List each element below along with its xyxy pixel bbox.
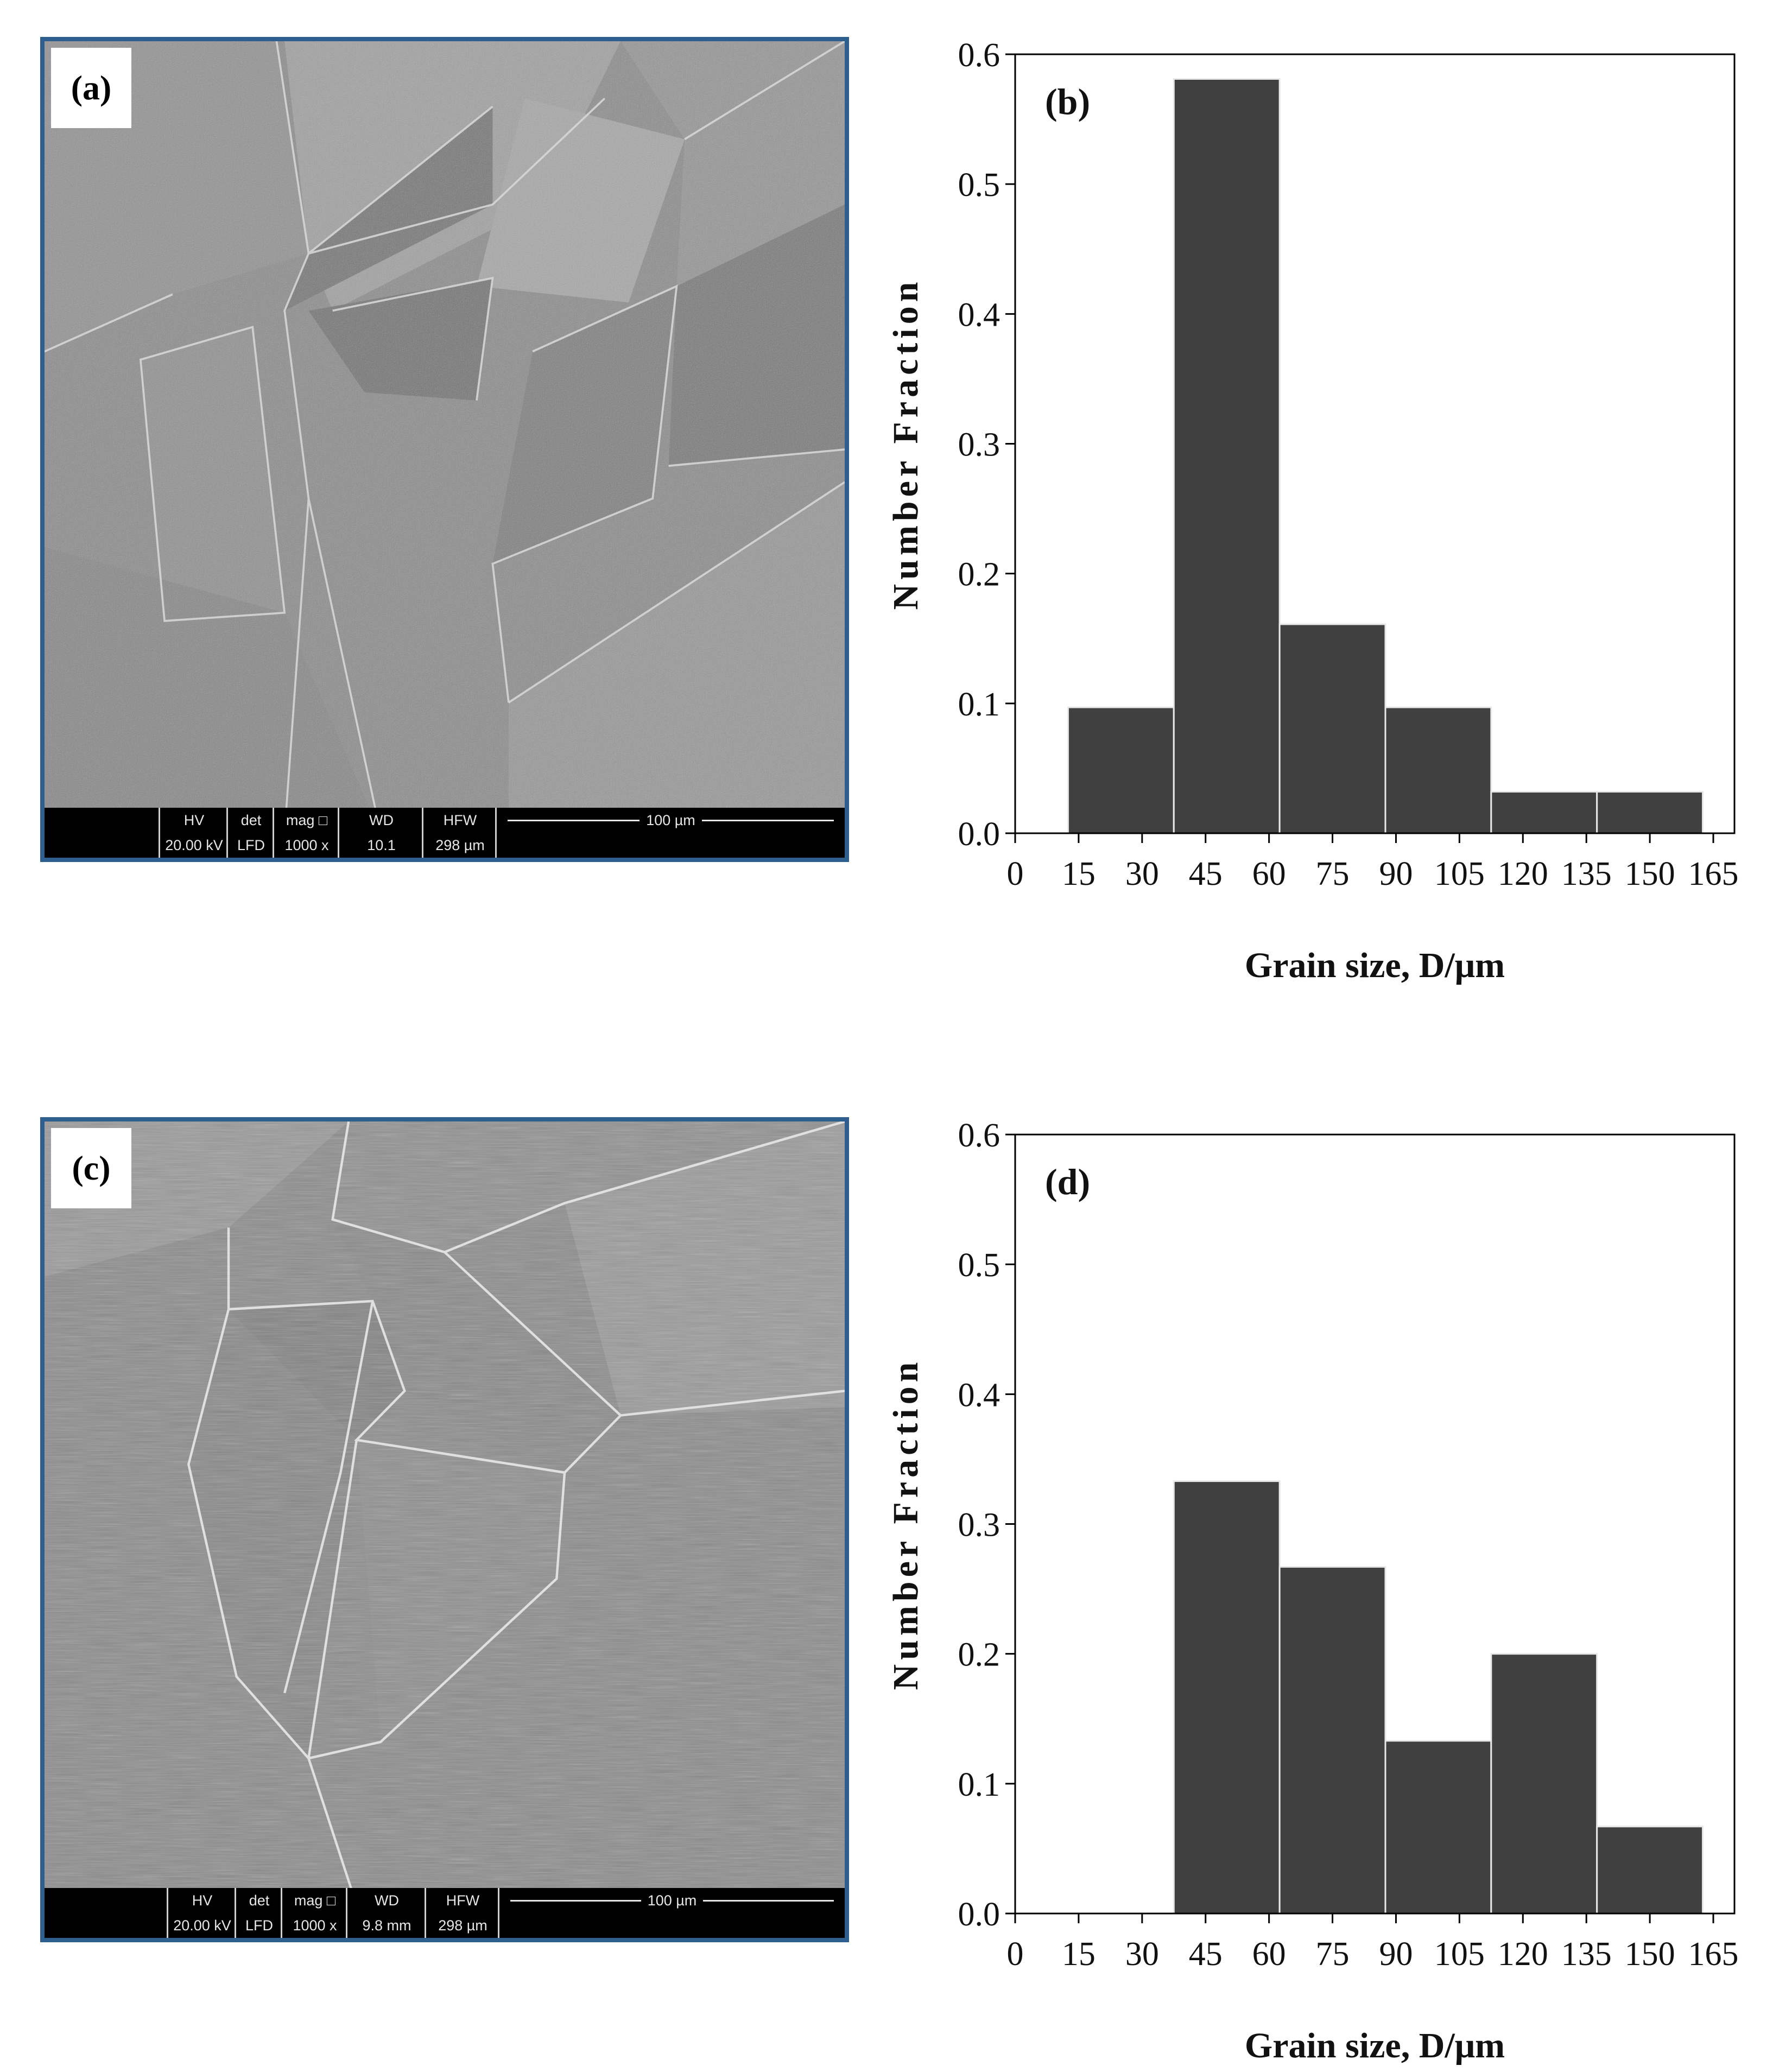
histogram-b: 0.0 0.1 0.2 0.3 0.4 0.5 0.6 0 15 30 45 60 75 90 105 120… <box>886 37 1739 985</box>
x-axis-label: Grain size, D/μm <box>1245 946 1505 985</box>
x-tick-label: 120 <box>1498 1936 1548 1973</box>
sem-image-c <box>45 1121 845 1938</box>
x-tick-label: 15 <box>1062 1936 1096 1973</box>
panel-label: (d) <box>1045 1161 1090 1202</box>
y-tick-label: 0.4 <box>958 296 1001 333</box>
x-tick-label: 30 <box>1125 856 1159 892</box>
x-tick-label: 45 <box>1189 856 1223 892</box>
y-axis-label: Number Fraction <box>886 1358 926 1690</box>
y-tick-label: 0.3 <box>958 427 1001 464</box>
y-tick-label: 0.0 <box>958 816 1001 853</box>
histogram-bar <box>1278 623 1386 834</box>
y-tick-label: 0.6 <box>958 37 1001 74</box>
x-tick-label: 75 <box>1316 1936 1350 1973</box>
x-tick-label: 165 <box>1688 856 1739 892</box>
y-axis-label: Number Fraction <box>886 278 926 610</box>
histogram-bar <box>1384 706 1492 834</box>
databar-det: det LFD <box>226 808 274 858</box>
x-tick-label: 30 <box>1125 1936 1159 1973</box>
y-tick-label: 0.1 <box>958 686 1001 723</box>
databar-mag: mag □ 1000 x <box>273 808 339 858</box>
x-tick-label: 150 <box>1625 1936 1675 1973</box>
sem-databar-a: HV 20.00 kV det LFD mag □ 1000 x WD 10.1 HFW… <box>45 808 845 858</box>
x-tick-label: 150 <box>1625 856 1675 892</box>
databar-wd: WD 9.8 mm <box>346 1888 426 1938</box>
x-tick-label: 90 <box>1379 1936 1413 1973</box>
databar-hv: HV 20.00 kV <box>167 1888 236 1938</box>
sem-databar-c: HV 20.00 kV det LFD mag □ 1000 x WD 9.8 mm H… <box>45 1888 845 1938</box>
databar-mag: mag □ 1000 x <box>281 1888 347 1938</box>
panel-label-c: (c) <box>51 1128 131 1208</box>
databar-hfw: HFW 298 µm <box>422 808 497 858</box>
histogram-bar <box>1490 1653 1598 1915</box>
databar-wd: WD 10.1 <box>338 808 423 858</box>
x-tick-label: 0 <box>1007 856 1024 892</box>
x-tick-label: 60 <box>1252 856 1286 892</box>
histogram-bar <box>1490 790 1598 834</box>
y-tick-label: 0.5 <box>958 1247 1001 1284</box>
x-tick-label: 105 <box>1434 856 1485 892</box>
databar-hfw: HFW 298 µm <box>425 1888 499 1938</box>
x-tick-label: 90 <box>1379 856 1413 892</box>
panel-label: (b) <box>1045 81 1090 122</box>
histogram-bar <box>1278 1566 1386 1915</box>
x-tick-label: 15 <box>1062 856 1096 892</box>
y-tick-label: 0.5 <box>958 167 1001 204</box>
x-tick-label: 0 <box>1007 1936 1024 1973</box>
y-tick-label: 0.0 <box>958 1896 1001 1933</box>
y-tick-label: 0.2 <box>958 556 1001 593</box>
panel-label-a: (a) <box>51 48 131 128</box>
histogram-bar <box>1384 1740 1492 1915</box>
y-tick-label: 0.6 <box>958 1117 1001 1154</box>
x-axis-label: Grain size, D/μm <box>1245 2026 1505 2065</box>
y-tick-label: 0.2 <box>958 1637 1001 1674</box>
databar-hv: HV 20.00 kV <box>159 808 228 858</box>
databar-det: det LFD <box>235 1888 282 1938</box>
x-tick-label: 105 <box>1434 1936 1485 1973</box>
sem-micrograph-c: (c) HV 20.00 kV det LFD mag □ 1000 x WD 9.8 … <box>40 1117 849 1942</box>
sem-micrograph-a: (a) HV 20.00 kV det LFD mag □ 1000 x WD 10.1… <box>40 37 849 862</box>
x-tick-label: 120 <box>1498 856 1548 892</box>
x-tick-label: 60 <box>1252 1936 1286 1973</box>
scale-bar-c: 100 µm <box>498 1888 845 1938</box>
histogram-bar <box>1596 1826 1704 1915</box>
histogram-d: 0.0 0.1 0.2 0.3 0.4 0.5 0.6 0 15 30 45 60 75 90 105 120… <box>886 1117 1739 2065</box>
x-tick-label: 45 <box>1189 1936 1223 1973</box>
histogram-bar <box>1173 1480 1281 1915</box>
y-tick-label: 0.3 <box>958 1507 1001 1544</box>
x-tick-label: 135 <box>1561 856 1612 892</box>
histogram-bar <box>1173 78 1281 834</box>
y-tick-label: 0.1 <box>958 1766 1001 1803</box>
x-tick-label: 165 <box>1688 1936 1739 1973</box>
sem-image-a <box>45 41 845 858</box>
x-tick-label: 75 <box>1316 856 1350 892</box>
x-tick-label: 135 <box>1561 1936 1612 1973</box>
histogram-bar <box>1067 706 1175 834</box>
histogram-bar <box>1596 790 1704 834</box>
y-tick-label: 0.4 <box>958 1377 1001 1414</box>
scale-bar-a: 100 µm <box>495 808 845 858</box>
